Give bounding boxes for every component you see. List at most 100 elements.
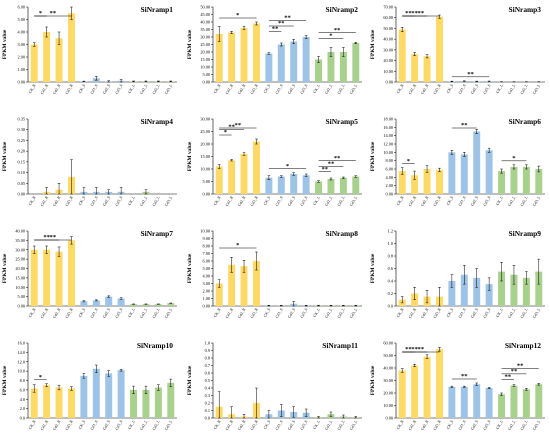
chart-title: SiNramp6: [509, 117, 542, 126]
y-tick-label: 30.00: [383, 47, 393, 52]
x-tick-label: Cd1_L: [507, 195, 516, 207]
y-tick-label: 1.00: [17, 67, 25, 72]
y-tick-label: 20.00: [383, 58, 393, 63]
bar-Cd1_S: [460, 154, 468, 194]
chart-title: SiNramp5: [326, 117, 359, 126]
y-tick-label: 3.00: [202, 281, 210, 286]
y-tick-label: 1.2: [388, 229, 393, 234]
y-tick-label: 10.00: [15, 285, 25, 290]
chart-title: SiNramp7: [141, 229, 174, 238]
bar-CK_R: [398, 29, 406, 82]
x-tick-label: Cd1_R: [225, 83, 234, 95]
bar-Cd3_R: [252, 141, 260, 194]
bar-CK_L: [315, 181, 323, 194]
chart-panel-9: SiNramp9 FPKM value 0.0 0.2 0.4 0.6 0.8 1.0 1.2 C…: [370, 229, 545, 319]
bar-Cd1_R: [228, 160, 236, 194]
y-tick-label: 0.00: [385, 80, 393, 85]
y-tick-label: 10.0: [17, 369, 25, 374]
x-tick-label: Cd3_S: [300, 420, 309, 431]
y-tick-label: 1.00: [202, 296, 210, 301]
bar-CK_R: [215, 34, 223, 82]
x-tick-label: Cd1_L: [139, 307, 148, 319]
x-tick-label: Cd1_S: [275, 308, 284, 319]
x-tick-label: Cd3_S: [300, 84, 309, 95]
bar-Cd1_R: [228, 264, 236, 306]
bar-Cd2_L: [522, 166, 530, 194]
x-tick-label: Cd2_R: [237, 419, 246, 431]
chart-title: SiNramp11: [322, 341, 358, 350]
significance-label: **: [405, 346, 412, 353]
y-tick-label: 6.0: [20, 387, 25, 392]
significance-label: **: [461, 122, 468, 129]
x-tick-label: Cd1_S: [275, 84, 284, 95]
y-tick-label: 25.00: [15, 257, 25, 262]
y-tick-label: 0.10: [17, 170, 25, 175]
y-tick-label: 15.00: [200, 57, 210, 62]
y-tick-label: 2.0: [20, 406, 25, 411]
x-tick-label: CK_R: [396, 83, 405, 94]
x-tick-label: Cd2_S: [287, 84, 296, 95]
x-tick-label: Cd1_S: [275, 420, 284, 431]
bar-Cd1_L: [510, 385, 518, 418]
y-axis-label: FPKM value: [2, 253, 8, 283]
x-tick-label: Cd3_R: [433, 307, 442, 319]
x-tick-label: CK_L: [496, 195, 505, 206]
y-tick-label: 5.00: [202, 266, 210, 271]
significance-label: *: [236, 242, 240, 249]
y-tick-label: 0.00: [17, 192, 25, 197]
x-tick-label: CK_R: [213, 419, 222, 430]
y-tick-label: 4.00: [17, 30, 25, 35]
bar-CK_R: [30, 44, 38, 82]
significance-label: **: [334, 27, 341, 34]
x-tick-label: Cd1_L: [507, 419, 516, 431]
y-tick-label: 0.0: [388, 304, 393, 309]
y-axis-label: FPKM value: [187, 29, 193, 59]
x-tick-label: Cd2_R: [237, 307, 246, 319]
y-tick-label: 40.00: [383, 37, 393, 42]
x-tick-label: Cd3_S: [115, 420, 124, 431]
y-tick-label: 0.00: [202, 304, 210, 309]
x-tick-label: Cd3_S: [115, 308, 124, 319]
x-tick-label: Cd2_R: [420, 83, 429, 95]
y-tick-label: 0.30: [17, 127, 25, 132]
bar-CK_S: [265, 53, 273, 82]
x-tick-label: CK_R: [213, 307, 222, 318]
bar-Cd1_S: [460, 386, 468, 418]
bar-Cd2_L: [522, 277, 530, 306]
chart-panel-1: SiNramp1 FPKM value 0.00 1.00 2.00 3.00 4.00 5.…: [2, 5, 177, 95]
x-tick-label: CK_L: [313, 83, 322, 94]
x-tick-label: Cd3_R: [65, 419, 74, 431]
bar-CK_S: [448, 386, 456, 418]
bar-Cd3_L: [167, 382, 175, 418]
bar-Cd1_L: [142, 389, 150, 418]
y-tick-label: 0.6: [205, 371, 211, 376]
x-tick-label: Cd1_R: [408, 419, 417, 431]
bar-CK_R: [215, 283, 223, 306]
bar-Cd1_R: [228, 32, 236, 82]
bar-Cd2_S: [290, 174, 298, 194]
x-tick-label: CK_S: [263, 196, 271, 206]
y-tick-label: 9.00: [202, 236, 210, 241]
bar-CK_L: [498, 271, 506, 306]
y-tick-label: 20.00: [200, 142, 210, 147]
x-tick-label: CK_S: [78, 308, 86, 318]
x-tick-label: Cd3_L: [349, 83, 358, 95]
significance-label: *: [39, 10, 43, 17]
y-tick-label: 20.00: [200, 50, 210, 55]
bar-CK_S: [448, 281, 456, 306]
bar-Cd2_L: [522, 389, 530, 418]
y-tick-label: 0.4: [205, 386, 211, 391]
x-tick-label: Cd1_R: [408, 83, 417, 95]
x-tick-label: CK_R: [28, 83, 37, 94]
bar-Cd3_L: [167, 303, 175, 306]
bar-Cd1_S: [277, 176, 285, 194]
bar-CK_R: [398, 171, 406, 194]
y-tick-label: 0.6: [388, 266, 394, 271]
bar-Cd2_S: [290, 41, 298, 82]
chart-title: SiNramp9: [509, 229, 542, 238]
y-tick-label: 0.2: [205, 401, 210, 406]
bar-Cd3_R: [435, 169, 443, 194]
bar-Cd1_L: [510, 274, 518, 306]
x-tick-label: Cd2_L: [152, 307, 161, 319]
